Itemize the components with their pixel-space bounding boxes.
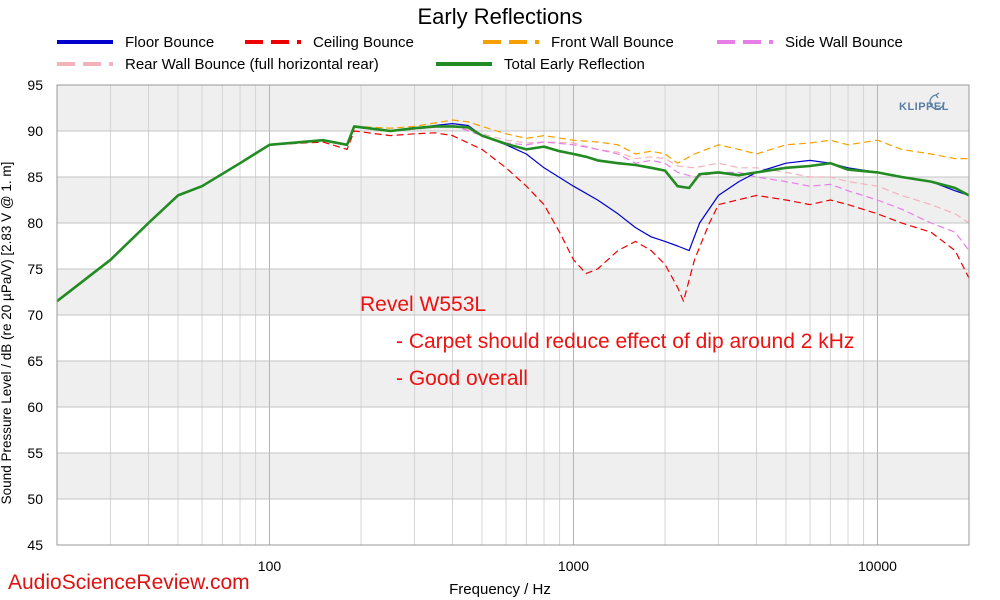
y-axis-label: Sound Pressure Level / dB (re 20 µPa/V) … [0,162,14,505]
x-tick-label: 100 [258,558,282,574]
annotation-overall: - Good overall [396,367,528,390]
annotation-model: Revel W553L [360,293,486,316]
legend-label: Rear Wall Bounce (full horizontal rear) [125,56,379,73]
legend-item-floor-bounce: Floor Bounce [57,34,214,51]
y-tick-label: 95 [27,77,43,93]
grid-band [57,85,969,131]
legend-item-ceiling-bounce: Ceiling Bounce [245,34,414,51]
legend-item-side-wall-bounce: Side Wall Bounce [717,34,903,51]
legend: Floor Bounce Ceiling Bounce Front Wall Bou… [57,34,903,73]
y-tick-label: 70 [27,307,43,323]
y-tick-label: 55 [27,445,43,461]
legend-item-front-wall-bounce: Front Wall Bounce [483,34,674,51]
x-tick-labels: 100 1000 10000 [258,558,897,574]
y-tick-label: 45 [27,537,43,553]
y-tick-label: 85 [27,169,43,185]
legend-label: Ceiling Bounce [313,34,414,51]
x-tick-label: 1000 [558,558,589,574]
y-tick-label: 60 [27,399,43,415]
klippel-logo: KLIPPEL [899,92,949,113]
plot-frame [56,84,970,546]
watermark: AudioScienceReview.com [8,571,250,594]
y-tick-label: 50 [27,491,43,507]
grid-band [57,361,969,407]
series-line-front-wall-bounce [56,119,969,302]
chart-title: Early Reflections [417,4,582,29]
y-tick-label: 65 [27,353,43,369]
klippel-logo-arrow [935,92,940,99]
klippel-logo-mark [929,94,945,110]
grid-band [57,269,969,315]
grid-band [57,453,969,499]
plot-bands [57,85,969,499]
y-tick-labels: 45 50 55 60 65 70 75 80 85 90 95 [27,77,43,553]
legend-label: Front Wall Bounce [551,34,674,51]
legend-item-total-early-reflection: Total Early Reflection [436,56,645,73]
legend-item-rear-wall-bounce-full-horizontal-rear: Rear Wall Bounce (full horizontal rear) [57,56,379,73]
x-axis-label: Frequency / Hz [449,581,551,598]
grid-band [57,177,969,223]
y-tick-label: 90 [27,123,43,139]
series-line-total-early-reflection [56,125,970,303]
legend-label: Side Wall Bounce [785,34,903,51]
annotation-carpet: - Carpet should reduce effect of dip aro… [396,330,854,353]
legend-label: Floor Bounce [125,34,214,51]
y-tick-label: 80 [27,215,43,231]
y-tick-label: 75 [27,261,43,277]
x-tick-label: 10000 [858,558,897,574]
series-lines [56,119,970,303]
legend-label: Total Early Reflection [504,56,645,73]
klippel-logo-text: KLIPPEL [899,101,949,113]
